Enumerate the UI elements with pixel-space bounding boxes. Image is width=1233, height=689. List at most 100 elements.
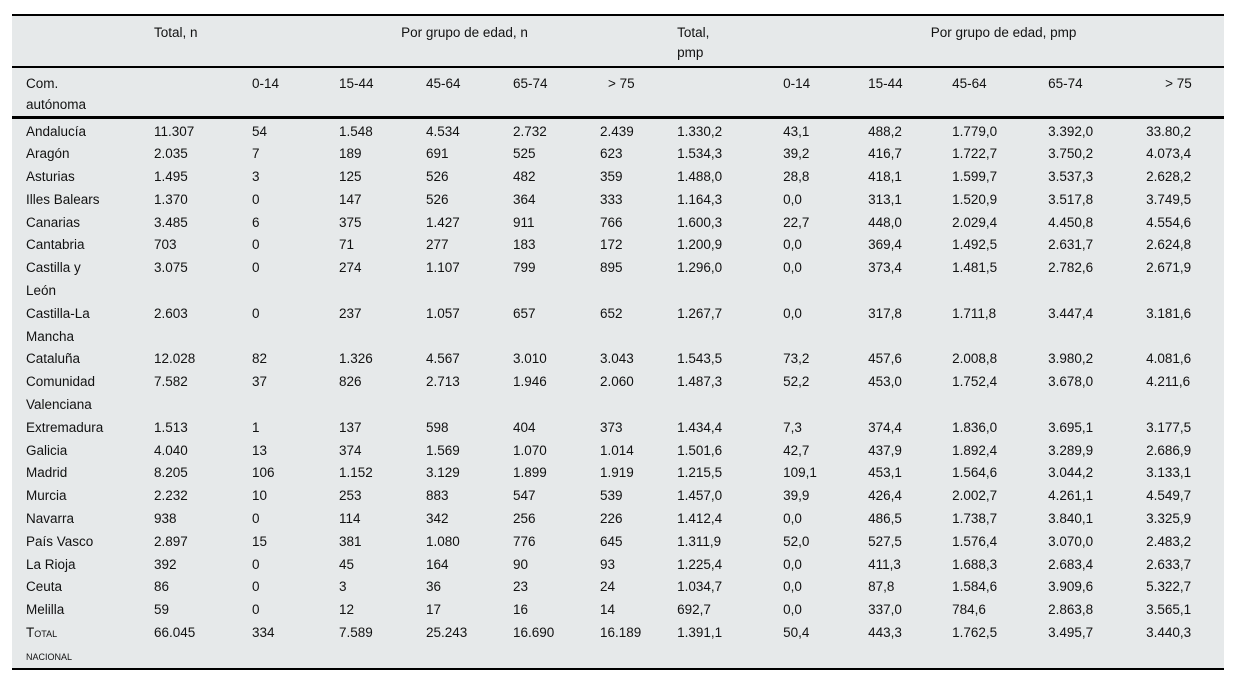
value-cell: 486,5	[868, 511, 902, 527]
region-name-cell: Murcia	[12, 485, 154, 508]
region-name: Illes Balears	[26, 191, 100, 207]
value-cell: 25.243	[426, 625, 468, 641]
empty-corner-cell	[12, 15, 154, 68]
value-cell: 11.307	[154, 123, 195, 139]
region-name: Aragón	[26, 146, 70, 162]
value-cell: 1.267,7	[677, 305, 723, 321]
region-name: Extremadura	[26, 419, 104, 435]
value-cell: 0	[252, 191, 260, 207]
value-cell: 0	[252, 237, 260, 253]
value-cell: 692,7	[677, 602, 711, 618]
value-cell: 1.107	[426, 260, 460, 276]
region-name: Ceuta	[26, 579, 63, 595]
column-header-row: Com. autónoma 0-14 15-44 45-64 65-74 > 7…	[12, 67, 1225, 119]
value-cell: 1.296,0	[677, 260, 723, 276]
value-cell: 3.537,3	[1048, 169, 1094, 185]
value-cell: 2.232	[154, 488, 188, 504]
value-cell: 1	[252, 419, 260, 435]
header-spacer	[154, 67, 252, 119]
value-cell: 1.057	[426, 305, 460, 321]
header-pmp-65-74: 65-74	[1048, 67, 1147, 119]
value-cell: 0	[252, 579, 260, 595]
value-cell: 3.840,1	[1048, 511, 1094, 527]
value-cell: 277	[426, 237, 449, 253]
value-cell: 7.582	[154, 374, 188, 390]
value-cell: 0	[252, 305, 260, 321]
value-cell: 333	[600, 191, 623, 207]
value-cell: 189	[339, 146, 362, 162]
table-row: Andalucía 11.307 54 1.548 4.534 2.732 2.439 1.3…	[12, 117, 1224, 143]
header-pmp-45-64: 45-64	[952, 67, 1049, 119]
value-cell: 87,8	[868, 579, 895, 595]
value-cell: 3.909,6	[1048, 579, 1094, 595]
value-cell: 0,0	[783, 579, 802, 595]
table-row: Madrid 8.205 106 1.152 3.129 1.899 1.919 1.215,…	[12, 462, 1224, 485]
value-cell: 2.060	[600, 374, 634, 390]
value-cell: 8.205	[154, 465, 188, 481]
value-cell: 237	[339, 305, 362, 321]
value-cell: 2.782,6	[1048, 260, 1094, 276]
value-cell: 4.534	[426, 123, 460, 139]
region-name: Melilla	[26, 602, 65, 618]
value-cell: 86	[154, 579, 170, 595]
region-name-cell: Navarra	[12, 508, 154, 531]
value-cell: 39,2	[783, 146, 810, 162]
statistics-table: Total, n Por grupo de edad, n Total, pmp…	[12, 14, 1225, 670]
table-row: Canarias 3.485 6 375 1.427 911 766 1.600,3 22,7 4…	[12, 212, 1224, 235]
value-cell: 3	[252, 169, 260, 185]
value-cell: 4.549,7	[1146, 488, 1192, 504]
value-cell: 369,4	[868, 237, 902, 253]
table-row: Illes Balears 1.370 0 147 526 364 333 1.164,3 0,…	[12, 189, 1224, 212]
value-cell: 373,4	[868, 260, 902, 276]
value-cell: 418,1	[868, 169, 902, 185]
value-cell: 0	[252, 511, 260, 527]
value-cell: 448,0	[868, 214, 902, 230]
value-cell: 106	[252, 465, 275, 481]
value-cell: 1.892,4	[952, 442, 998, 458]
value-cell: 33.80,2	[1146, 123, 1192, 139]
value-cell: 172	[600, 237, 623, 253]
value-cell: 0	[252, 556, 260, 572]
value-cell: 2.483,2	[1146, 533, 1192, 549]
value-cell: 45	[339, 556, 355, 572]
value-cell: 256	[513, 511, 536, 527]
value-cell: 4.073,4	[1146, 146, 1192, 162]
value-cell: 1.779,0	[952, 123, 998, 139]
value-cell: 3.565,1	[1146, 602, 1192, 618]
value-cell: 12.028	[154, 351, 196, 367]
value-cell: 1.752,4	[952, 374, 998, 390]
value-cell: 6	[252, 214, 260, 230]
value-cell: 16	[513, 602, 529, 618]
value-cell: 359	[600, 169, 623, 185]
region-name-cell: Madrid	[12, 462, 154, 485]
region-name-cell: Extremadura	[12, 417, 154, 440]
header-spacer	[677, 67, 784, 119]
value-cell: 3.517,8	[1048, 191, 1094, 207]
header-com-autonoma: Com. autónoma	[12, 67, 154, 119]
value-cell: 22,7	[783, 214, 810, 230]
value-cell: 411,3	[868, 556, 901, 572]
value-cell: 1.427	[426, 214, 460, 230]
value-cell: 1.080	[426, 533, 460, 549]
value-cell: 3.181,6	[1146, 305, 1192, 321]
value-cell: 826	[339, 374, 362, 390]
value-cell: 0,0	[783, 511, 802, 527]
value-cell: 2.671,9	[1146, 260, 1192, 276]
value-cell: 453,1	[868, 465, 902, 481]
value-cell: 3.129	[426, 465, 460, 481]
value-cell: 313,1	[868, 191, 902, 207]
value-cell: 1.899	[513, 465, 547, 481]
value-cell: 23	[513, 579, 529, 595]
value-cell: 1.548	[339, 123, 373, 139]
header-total-pmp-line2: pmp	[677, 45, 704, 60]
value-cell: 17	[426, 602, 442, 618]
value-cell: 416,7	[868, 146, 902, 162]
value-cell: 1.311,9	[677, 533, 722, 549]
region-name-cell: Illes Balears	[12, 189, 154, 212]
value-cell: 374	[339, 442, 362, 458]
value-cell: 2.624,8	[1146, 237, 1192, 253]
value-cell: 2.035	[154, 146, 188, 162]
value-cell: 0,0	[783, 556, 802, 572]
value-cell: 24	[600, 579, 616, 595]
value-cell: 1.576,4	[952, 533, 998, 549]
